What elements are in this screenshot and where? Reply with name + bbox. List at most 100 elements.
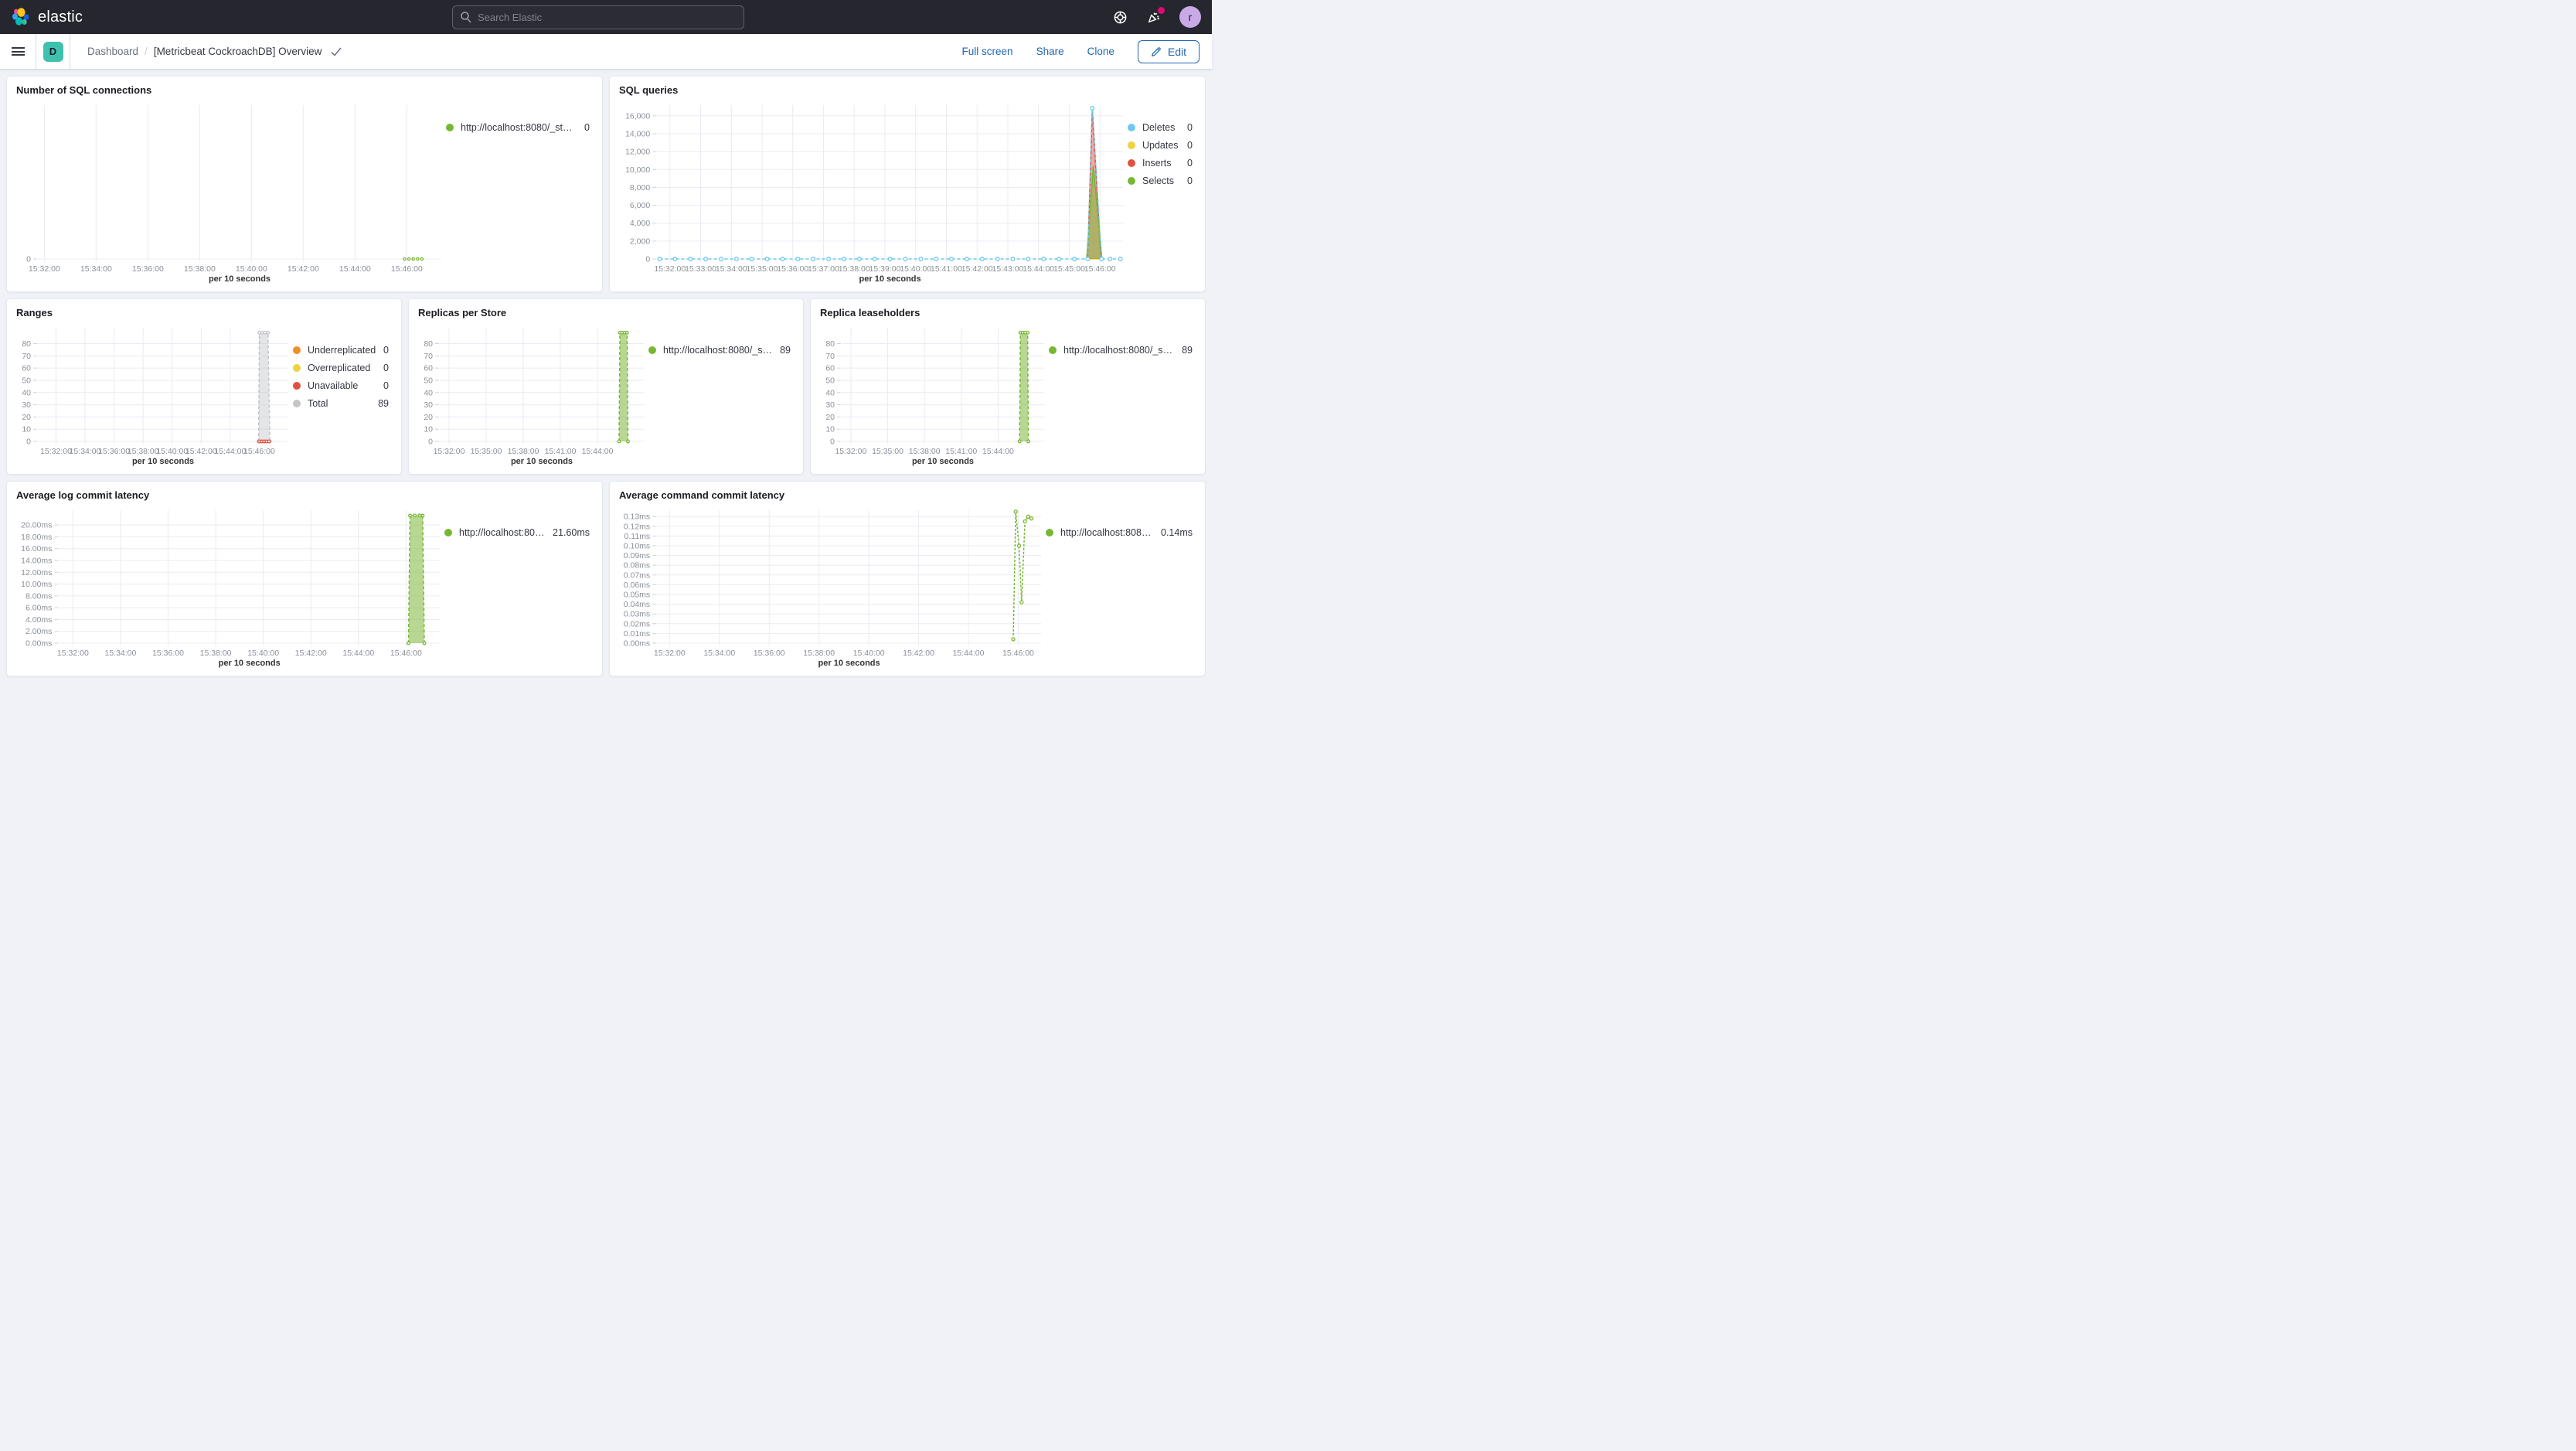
chart-avg-log-commit-latency[interactable]: 15:32:00 15:34:00 15:36:00 15:38:00 15:40:00… <box>15 504 444 669</box>
panel-title-replicas-per-store[interactable]: Replicas per Store <box>418 307 507 318</box>
svg-text:15:42:00: 15:42:00 <box>185 447 217 456</box>
legend-series-value: 21.60ms <box>553 527 590 538</box>
panel-title-replica-leaseholders[interactable]: Replica leaseholders <box>820 307 920 318</box>
svg-text:15:42:00: 15:42:00 <box>903 649 934 658</box>
svg-text:80: 80 <box>424 339 433 349</box>
breadcrumb-dashboard-link[interactable]: Dashboard <box>87 46 139 57</box>
space-selector[interactable]: D <box>36 34 70 69</box>
help-button[interactable] <box>1113 10 1128 25</box>
legend-item[interactable]: Deletes 0 <box>1128 122 1193 133</box>
svg-text:20.00ms: 20.00ms <box>21 521 52 530</box>
svg-text:2.00ms: 2.00ms <box>26 627 52 636</box>
svg-text:15:43:00: 15:43:00 <box>992 264 1024 274</box>
legend-series-dot <box>648 346 656 354</box>
svg-text:15:38:00: 15:38:00 <box>909 447 941 456</box>
svg-text:15:46:00: 15:46:00 <box>1084 264 1116 274</box>
legend-item[interactable]: Underreplicated 0 <box>293 345 389 356</box>
legend-item[interactable]: Selects 0 <box>1128 175 1193 186</box>
svg-text:per 10 seconds: per 10 seconds <box>859 274 921 284</box>
legend-item[interactable]: http://localhost:8080/_stat... 0 <box>446 122 590 133</box>
panel-title-ranges[interactable]: Ranges <box>16 307 53 318</box>
legend-series-dot <box>293 364 301 372</box>
legend-series-dot <box>293 346 301 354</box>
legend-series-dot <box>446 124 454 131</box>
chart-sql-queries[interactable]: 15:32:00 15:33:00 15:34:00 15:35:00 15:36:00… <box>618 99 1128 285</box>
svg-text:15:36:00: 15:36:00 <box>152 649 184 658</box>
chart-canvas: 15:32:00 15:35:00 15:38:00 15:41:00 15:44:00… <box>825 328 1044 466</box>
svg-text:15:32:00: 15:32:00 <box>40 447 72 456</box>
svg-text:15:44:00: 15:44:00 <box>982 447 1014 456</box>
chart-avg-command-commit-latency[interactable]: 15:32:00 15:34:00 15:36:00 15:38:00 15:40:00… <box>618 504 1046 669</box>
legend-series-dot <box>1046 529 1053 536</box>
share-button[interactable]: Share <box>1036 46 1064 57</box>
svg-text:15:38:00: 15:38:00 <box>508 447 539 456</box>
svg-text:15:34:00: 15:34:00 <box>70 447 101 456</box>
chart-canvas: 15:32:00 15:34:00 15:36:00 15:38:00 15:40:00… <box>21 510 440 668</box>
svg-text:6.00ms: 6.00ms <box>26 604 52 613</box>
edit-button[interactable]: Edit <box>1137 39 1200 63</box>
legend-series-dot <box>293 382 301 390</box>
chart-canvas: 15:32:0015:33:0015:34:0015:35:0015:36:00… <box>625 105 1123 284</box>
panel-title-avg-command-commit-latency[interactable]: Average command commit latency <box>619 489 785 501</box>
svg-text:80: 80 <box>22 339 31 349</box>
legend-series-dot <box>444 529 452 536</box>
chart-ranges[interactable]: 15:32:00 15:34:00 15:36:00 15:38:00 15:40:00… <box>15 322 293 468</box>
svg-text:per 10 seconds: per 10 seconds <box>209 274 271 284</box>
svg-text:60: 60 <box>22 364 31 373</box>
svg-text:15:38:00: 15:38:00 <box>839 264 870 274</box>
hamburger-icon <box>11 47 25 56</box>
legend-series-label: Unavailable <box>308 380 359 391</box>
elastic-logo[interactable]: elastic <box>11 7 83 27</box>
svg-text:0: 0 <box>830 438 835 447</box>
svg-text:0.05ms: 0.05ms <box>624 590 650 599</box>
global-search <box>452 5 744 29</box>
svg-text:per 10 seconds: per 10 seconds <box>219 659 281 668</box>
svg-text:per 10 seconds: per 10 seconds <box>818 659 880 668</box>
legend-item[interactable]: Unavailable 0 <box>293 380 389 391</box>
panel-title-avg-log-commit-latency[interactable]: Average log commit latency <box>16 489 150 501</box>
legend-item[interactable]: Updates 0 <box>1128 140 1193 151</box>
svg-text:15:44:00: 15:44:00 <box>214 447 246 456</box>
top-chrome-bar: elastic <box>0 0 1212 34</box>
legend-item[interactable]: Overreplicated 0 <box>293 363 389 373</box>
legend-series-value: 0 <box>383 345 389 356</box>
legend-item[interactable]: http://localhost:808... 21.60ms <box>444 527 590 538</box>
clone-button[interactable]: Clone <box>1087 46 1114 57</box>
svg-text:30: 30 <box>424 400 433 410</box>
panel-avg-log-commit-latency: Average log commit latency 15:32:00 15:34:… <box>6 481 603 676</box>
legend-series-label: http://localhost:8080/_sta... <box>1063 345 1176 356</box>
chart-replica-leaseholders[interactable]: 15:32:00 15:35:00 15:38:00 15:41:00 15:44:00… <box>818 322 1049 468</box>
legend-item[interactable]: http://localhost:8080/_sta... 89 <box>1049 345 1193 356</box>
panel-title-sql-queries[interactable]: SQL queries <box>619 84 679 96</box>
newsfeed-button[interactable] <box>1146 6 1165 25</box>
legend-series-value: 0 <box>383 363 389 373</box>
svg-text:15:35:00: 15:35:00 <box>471 447 502 456</box>
svg-text:15:36:00: 15:36:00 <box>132 264 164 274</box>
legend-item[interactable]: Total 89 <box>293 398 389 409</box>
svg-text:10: 10 <box>424 425 433 434</box>
edit-button-label: Edit <box>1167 45 1186 58</box>
panel-title-sql-connections[interactable]: Number of SQL connections <box>16 84 152 96</box>
svg-text:15:41:00: 15:41:00 <box>945 447 977 456</box>
full-screen-button[interactable]: Full screen <box>961 46 1013 57</box>
space-badge: D <box>43 41 63 62</box>
main-menu-button[interactable] <box>0 34 36 69</box>
dashboard-toolbar: D Dashboard / [Metricbeat CockroachDB] O… <box>0 34 1212 70</box>
title-check-icon[interactable] <box>331 47 342 56</box>
legend-item[interactable]: Inserts 0 <box>1128 158 1193 169</box>
svg-text:0.13ms: 0.13ms <box>624 513 650 522</box>
legend-series-label: http://localhost:8080... <box>1060 527 1154 538</box>
legend-series-label: Overreplicated <box>308 363 371 373</box>
svg-text:10.00ms: 10.00ms <box>21 580 52 589</box>
user-avatar[interactable]: r <box>1179 6 1201 28</box>
svg-text:0.08ms: 0.08ms <box>624 561 650 571</box>
legend-series-value: 0 <box>1187 175 1193 186</box>
panel-ranges: Ranges 15:32:00 15:34:00 15:36:00 15:38:00 15… <box>6 298 402 475</box>
chart-replicas-per-store[interactable]: 15:32:00 15:35:00 15:38:00 15:41:00 15:44:00… <box>417 322 648 468</box>
search-input[interactable] <box>452 5 744 29</box>
chart-sql-connections[interactable]: 15:32:00 15:34:00 15:36:00 15:38:00 15:40:00… <box>15 99 446 285</box>
legend-series-value: 0 <box>584 122 590 133</box>
legend-item[interactable]: http://localhost:8080... 0.14ms <box>1046 527 1193 538</box>
legend-item[interactable]: http://localhost:8080/_sta... 89 <box>648 345 791 356</box>
legend-series-dot <box>293 400 301 407</box>
